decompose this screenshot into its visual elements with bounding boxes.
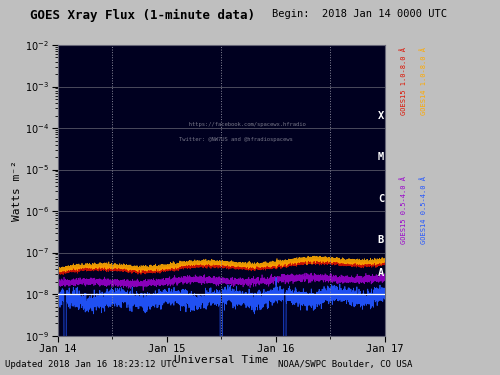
Text: X: X	[378, 111, 384, 121]
Text: A: A	[378, 268, 384, 278]
Text: https://facebook.com/spacewx.hfradio: https://facebook.com/spacewx.hfradio	[178, 122, 306, 128]
Text: M: M	[378, 152, 384, 162]
Text: C: C	[378, 194, 384, 204]
Text: GOES15 1.0-8.0 Å: GOES15 1.0-8.0 Å	[400, 47, 406, 115]
Text: Twitter: @NW7US and @hfradiospacews: Twitter: @NW7US and @hfradiospacews	[178, 137, 292, 142]
Text: B: B	[378, 235, 384, 245]
X-axis label: Universal Time: Universal Time	[174, 356, 268, 365]
Text: Begin:  2018 Jan 14 0000 UTC: Begin: 2018 Jan 14 0000 UTC	[272, 9, 448, 20]
Text: NOAA/SWPC Boulder, CO USA: NOAA/SWPC Boulder, CO USA	[278, 360, 412, 369]
Text: GOES Xray Flux (1-minute data): GOES Xray Flux (1-minute data)	[30, 9, 255, 22]
Text: Updated 2018 Jan 16 18:23:12 UTC: Updated 2018 Jan 16 18:23:12 UTC	[5, 360, 177, 369]
Text: GOES14 1.0-8.0 Å: GOES14 1.0-8.0 Å	[420, 47, 426, 115]
Y-axis label: Watts m⁻²: Watts m⁻²	[12, 160, 22, 220]
Text: GOES14 0.5-4.0 Å: GOES14 0.5-4.0 Å	[420, 176, 426, 244]
Text: GOES15 0.5-4.0 Å: GOES15 0.5-4.0 Å	[400, 176, 406, 244]
